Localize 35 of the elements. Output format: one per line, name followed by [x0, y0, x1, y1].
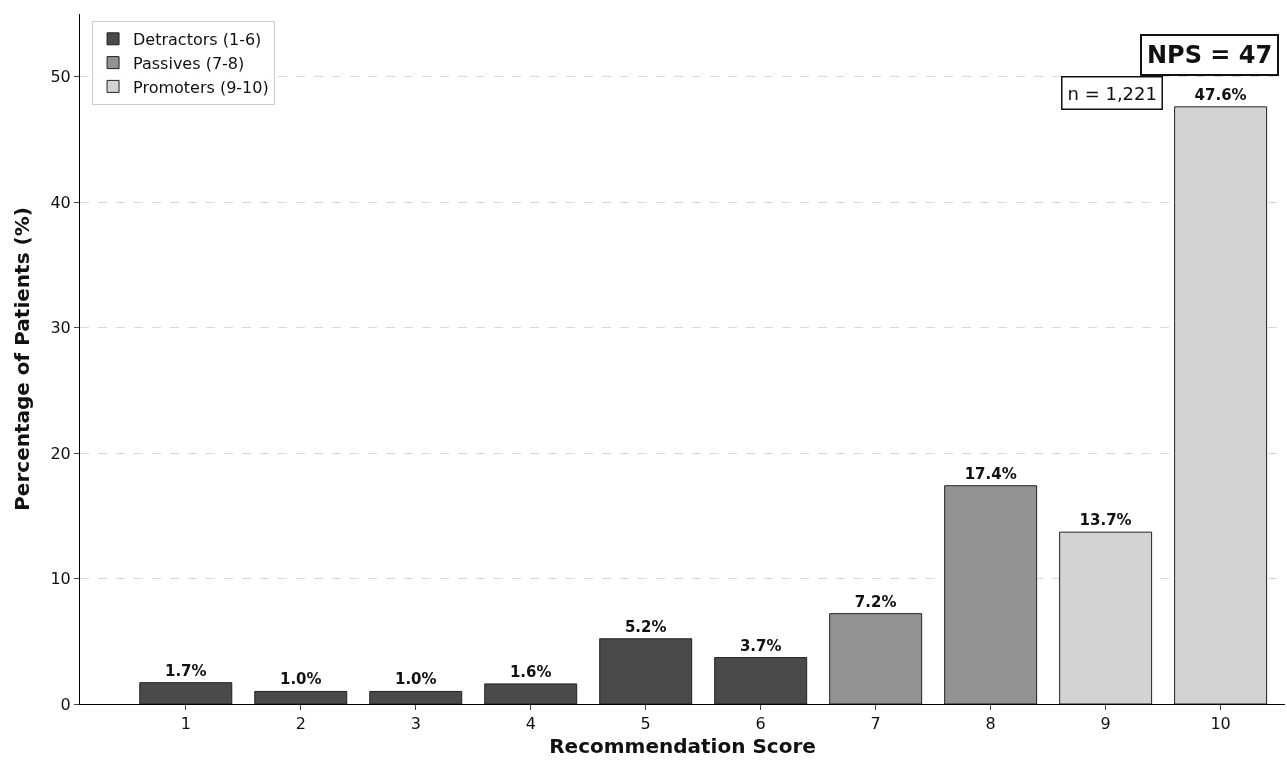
x-tick-label: 9 — [1100, 714, 1111, 734]
x-axis-title: Recommendation Score — [549, 733, 816, 758]
y-tick-label: 10 — [50, 569, 71, 589]
data-label: 1.7% — [164, 661, 207, 680]
annotation: n = 1,221 — [1067, 82, 1157, 104]
legend-label: Detractors (1-6) — [133, 30, 262, 50]
y-axis-title: Percentage of Patients (%) — [9, 207, 34, 511]
data-label: 1.0% — [394, 670, 437, 689]
annotation: NPS = 47 — [1147, 41, 1273, 69]
data-label: 1.0% — [279, 670, 322, 689]
bar — [829, 613, 923, 704]
x-tick-label: 10 — [1210, 714, 1231, 734]
data-label: 5.2% — [624, 617, 667, 636]
bar — [944, 485, 1038, 704]
data-label: 17.4% — [964, 464, 1017, 483]
data-label: 3.7% — [739, 636, 782, 655]
y-tick-label: 50 — [50, 67, 71, 87]
legend-label: Passives (7-8) — [133, 53, 245, 73]
y-tick-label: 0 — [60, 694, 71, 714]
data-label: 7.2% — [854, 592, 897, 611]
data-label: 47.6% — [1194, 85, 1247, 104]
y-tick-label: 40 — [50, 192, 71, 212]
x-tick-label: 5 — [640, 714, 651, 734]
y-tick-label: 30 — [50, 318, 71, 338]
x-tick-label: 6 — [755, 714, 766, 734]
x-tick-label: 3 — [410, 714, 421, 734]
x-tick-label: 4 — [525, 714, 536, 734]
x-tick-label: 2 — [295, 714, 306, 734]
y-tick-label: 20 — [50, 443, 71, 463]
x-tick-label: 8 — [985, 714, 996, 734]
data-label: 13.7% — [1079, 511, 1132, 530]
x-tick-label: 1 — [180, 714, 191, 734]
legend-label: Promoters (9-10) — [133, 77, 269, 97]
data-label: 1.6% — [509, 662, 552, 681]
x-tick-label: 7 — [870, 714, 881, 734]
